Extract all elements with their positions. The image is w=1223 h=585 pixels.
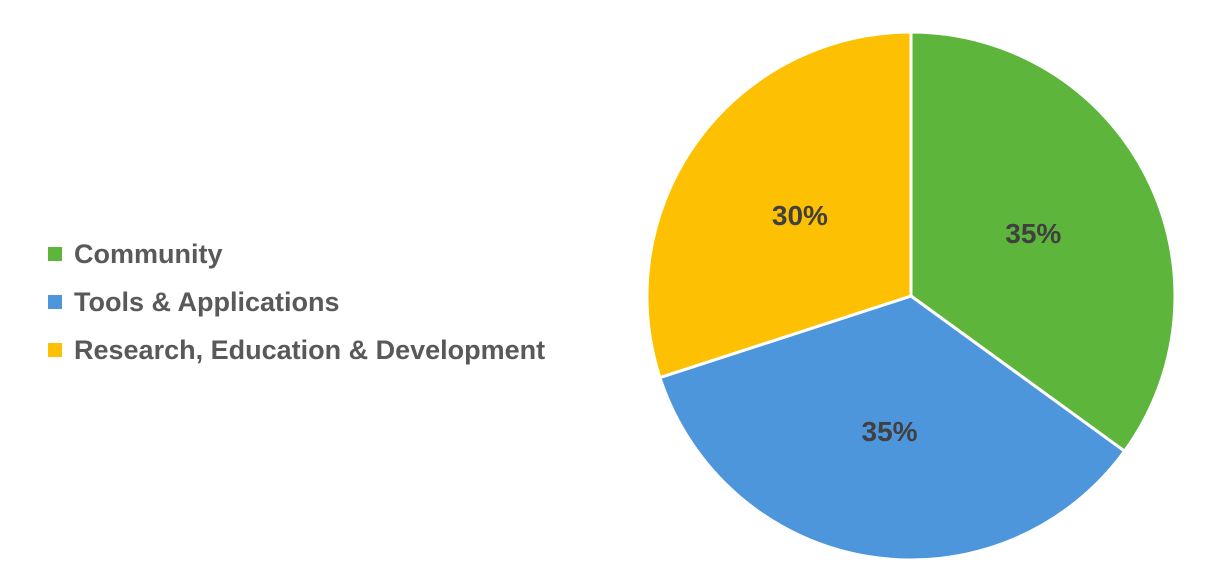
- legend-label-research-education-development: Research, Education & Development: [74, 334, 546, 365]
- data-label-community: 35%: [1005, 218, 1061, 249]
- data-label-research-education-development: 30%: [772, 200, 828, 231]
- data-label-tools-applications: 35%: [862, 416, 918, 447]
- legend-item-community: Community: [48, 230, 545, 278]
- legend-item-research-education-development: Research, Education & Development: [48, 326, 545, 374]
- legend-item-tools-applications: Tools & Applications: [48, 278, 545, 326]
- legend-swatch-tools-applications: [48, 295, 62, 309]
- pie-slice-tools-applications: [658, 294, 1127, 562]
- legend-swatch-research-education-development: [48, 343, 62, 357]
- pie-slice-research-education-development: [645, 30, 913, 380]
- legend-label-community: Community: [74, 238, 223, 269]
- legend: Community Tools & Applications Research,…: [48, 230, 545, 374]
- pie-slice-community: [909, 30, 1177, 453]
- legend-label-tools-applications: Tools & Applications: [74, 286, 340, 317]
- legend-swatch-community: [48, 247, 62, 261]
